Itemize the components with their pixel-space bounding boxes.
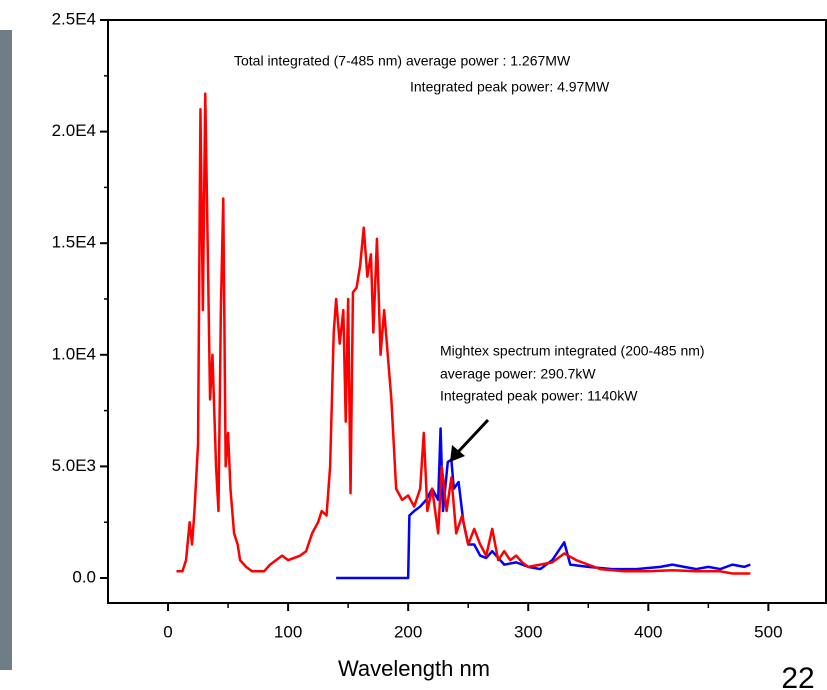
y-tick-label: 5.0E3 (52, 456, 96, 475)
page-number: 22 (781, 662, 814, 690)
x-tick-label: 300 (514, 622, 542, 641)
annotation: Integrated peak power: 4.97MW (410, 79, 610, 95)
y-tick-label: 1.0E4 (52, 344, 96, 363)
series-line (176, 92, 751, 575)
photo-strip (0, 30, 12, 670)
y-tick-label: 2.0E4 (52, 121, 96, 140)
annotation: Mightex spectrum integrated (200-485 nm) (440, 343, 705, 359)
arrow-head (450, 445, 465, 462)
y-tick-label: 2.5E4 (52, 9, 96, 28)
annotation: Integrated peak power: 1140kW (440, 388, 638, 404)
x-tick-label: 500 (754, 622, 782, 641)
x-tick-label: 200 (394, 622, 422, 641)
y-tick-label: 0.0 (72, 567, 96, 586)
x-axis-label: Wavelength nm (338, 656, 490, 681)
arrow-shaft (456, 418, 490, 454)
x-tick-label: 400 (634, 622, 662, 641)
plot-frame (107, 19, 827, 604)
series-line (336, 427, 751, 580)
annotation: Total integrated (7-485 nm) average powe… (234, 53, 571, 69)
x-tick-label: 100 (274, 622, 302, 641)
y-tick-label: 1.5E4 (52, 233, 96, 252)
annotation: average power: 290.7kW (440, 366, 596, 382)
x-tick-label: 0 (163, 622, 172, 641)
